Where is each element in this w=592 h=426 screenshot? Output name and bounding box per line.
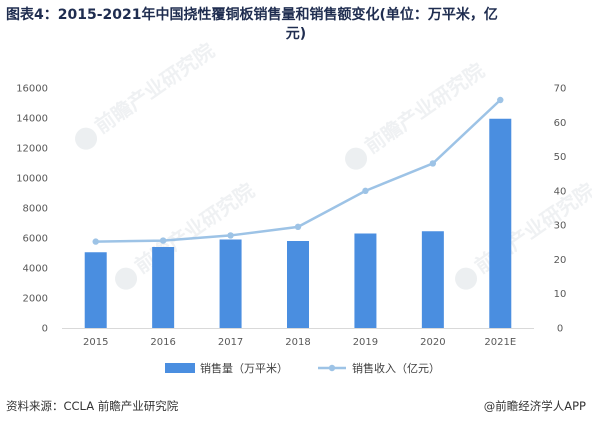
bar [287, 241, 309, 328]
line-path [95, 99, 502, 243]
x-tick-label: 2020 [420, 337, 445, 348]
line-point [362, 187, 369, 195]
line-point [227, 232, 234, 239]
x-tick-label: 2021E [484, 337, 516, 348]
y-right-tick-label: 0 [557, 324, 563, 335]
bar [152, 247, 175, 328]
legend-line-marker [328, 364, 336, 372]
right-axis: 0 10 20 30 40 50 60 70 [554, 84, 567, 335]
x-tick-label: 2016 [150, 337, 175, 348]
line-point [497, 96, 504, 104]
chart-title: 图表4：2015-2021年中国挠性覆铜板销售量和销售额变化(单位：万平米，亿 … [6, 6, 586, 44]
x-tick-label: 2017 [218, 337, 243, 348]
y-left-tick-label: 2000 [23, 294, 48, 305]
left-axis: 0 2000 4000 6000 8000 10000 12000 14000 16000 [16, 84, 48, 335]
y-right-tick-label: 50 [554, 152, 567, 163]
line-point [159, 237, 167, 244]
y-left-tick-label: 4000 [23, 264, 48, 275]
line-point [92, 238, 99, 245]
y-left-tick-label: 12000 [16, 144, 48, 155]
line-point [294, 223, 302, 231]
bar [219, 239, 242, 328]
source-note: 资料来源：CCLA 前瞻产业研究院 [6, 399, 179, 413]
x-axis: 2015 2016 2017 2018 2019 2020 2021E [62, 328, 534, 348]
y-left-tick-label: 0 [42, 324, 48, 335]
legend-bar-label: 销售量（万平米） [200, 361, 288, 375]
y-right-tick-label: 70 [554, 84, 567, 95]
x-tick-label: 2015 [83, 337, 108, 348]
y-left-tick-label: 10000 [16, 174, 48, 185]
bar [489, 118, 512, 328]
y-right-tick-label: 60 [554, 118, 567, 129]
bar [354, 233, 377, 328]
chart-title-line1: 图表4：2015-2021年中国挠性覆铜板销售量和销售额变化(单位：万平米，亿 [6, 7, 498, 23]
y-right-tick-label: 20 [554, 255, 567, 266]
x-tick-label: 2019 [353, 337, 378, 348]
y-left-tick-label: 6000 [23, 234, 48, 245]
y-right-tick-label: 30 [554, 221, 567, 232]
bar [421, 231, 444, 328]
y-left-tick-label: 8000 [23, 204, 48, 215]
legend: 销售量（万平米） 销售收入（亿元） [165, 361, 440, 375]
bar-series [84, 118, 512, 328]
bar [84, 252, 107, 328]
chart-title-line2: 元) [285, 26, 307, 42]
y-left-tick-label: 16000 [16, 84, 48, 95]
brand-credit: @前瞻经济学人APP [483, 399, 586, 413]
y-right-tick-label: 10 [554, 289, 567, 300]
legend-line-label: 销售收入（亿元） [352, 361, 440, 375]
y-left-tick-label: 14000 [16, 114, 48, 125]
x-tick-label: 2018 [285, 337, 310, 348]
line-series [92, 96, 504, 245]
line-point [429, 160, 437, 167]
y-right-tick-label: 40 [554, 186, 567, 197]
legend-bar-swatch [165, 363, 195, 373]
